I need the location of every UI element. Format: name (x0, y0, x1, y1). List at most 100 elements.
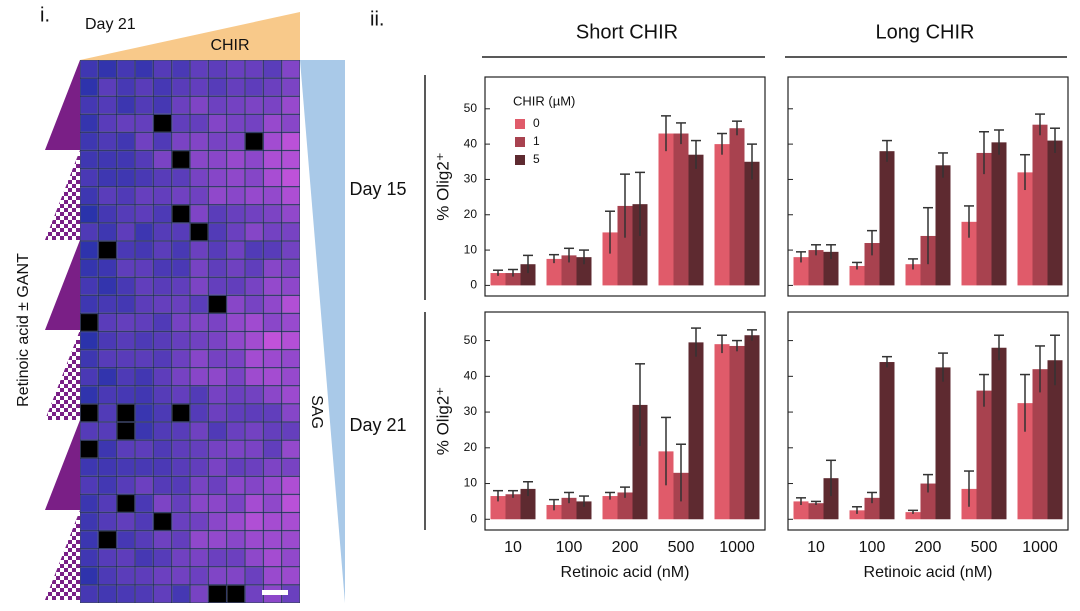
organoid-tile (226, 458, 245, 477)
organoid-tile (98, 440, 117, 458)
organoid-tile (263, 150, 282, 169)
organoid-tile (171, 96, 190, 114)
organoid-tile (190, 223, 209, 241)
x-tick-label: 200 (915, 539, 942, 556)
organoid-tile (208, 205, 227, 223)
organoid-tile (153, 440, 172, 458)
organoid-tile (80, 295, 99, 314)
organoid-tile (98, 150, 117, 169)
organoid-tile (98, 567, 117, 585)
organoid-tile (116, 132, 135, 151)
organoid-tile (263, 512, 282, 531)
y-tick-label: 0 (470, 511, 477, 525)
organoid-tile (281, 422, 300, 440)
chir-label: CHIR (210, 37, 249, 54)
ra-gradient (45, 240, 80, 330)
organoid-tile (98, 476, 117, 495)
error-bar (811, 500, 821, 505)
organoid-tile (116, 186, 135, 205)
organoid-tile (153, 114, 172, 133)
bar (849, 510, 865, 520)
organoid-tile (190, 440, 209, 458)
organoid-tile (80, 440, 99, 458)
error-bar (979, 131, 989, 175)
bar (864, 497, 880, 520)
organoid-tile (98, 549, 117, 567)
bar (920, 483, 936, 520)
error-bar (1050, 127, 1060, 153)
bar (561, 497, 577, 520)
organoid-tile (98, 404, 117, 422)
organoid-tile (116, 96, 135, 114)
organoid-tile (263, 476, 282, 495)
organoid-tile (80, 186, 99, 205)
organoid-tile (135, 295, 154, 314)
organoid-tile (190, 458, 209, 477)
organoid-tile (226, 476, 245, 495)
organoid-tile (208, 530, 227, 549)
organoid-tile (116, 60, 135, 78)
organoid-tile (116, 422, 135, 440)
bar (976, 152, 992, 286)
row-header: Day 15 (349, 179, 406, 199)
organoid-tile (153, 494, 172, 513)
organoid-tile (263, 96, 282, 114)
x-tick-label: 500 (668, 539, 695, 556)
error-bar (852, 506, 862, 514)
bar (935, 367, 951, 520)
bar (632, 404, 648, 520)
bar (744, 335, 760, 520)
organoid-tile (245, 549, 264, 567)
x-tick-label: 1000 (719, 539, 755, 556)
error-bar (620, 486, 630, 498)
organoid-tile (80, 313, 99, 332)
organoid-tile (226, 440, 245, 458)
organoid-tile (80, 585, 99, 603)
organoid-tile (226, 368, 245, 386)
organoid-tile (80, 60, 99, 78)
organoid-tile (116, 259, 135, 277)
organoid-tile (281, 205, 300, 223)
error-bar (493, 489, 503, 502)
organoid-tile (263, 205, 282, 223)
organoid-tile (281, 368, 300, 386)
organoid-tile (208, 277, 227, 296)
organoid-tile (98, 494, 117, 513)
organoid-tile (98, 530, 117, 549)
organoid-tile (281, 440, 300, 458)
organoid-tile (208, 494, 227, 513)
organoid-tile (135, 458, 154, 477)
organoid-tile (245, 223, 264, 241)
organoid-tile (171, 186, 190, 205)
organoid-tile (208, 60, 227, 78)
organoid-tile (98, 368, 117, 386)
organoid-tile (116, 440, 135, 458)
organoid-tile (116, 386, 135, 404)
x-tick-label: 200 (612, 539, 639, 556)
organoid-tile (281, 114, 300, 133)
organoid-tile (263, 186, 282, 205)
organoid-tile (116, 567, 135, 585)
organoid-tile (245, 186, 264, 205)
bar (808, 503, 824, 520)
organoid-tile (98, 205, 117, 223)
organoid-tile (226, 313, 245, 332)
organoid-tile (116, 458, 135, 477)
organoid-tile (171, 241, 190, 259)
organoid-tile (263, 440, 282, 458)
organoid-tile (116, 349, 135, 368)
organoid-tile (171, 168, 190, 187)
organoid-tile (245, 132, 264, 151)
organoid-tile (153, 295, 172, 314)
organoid-tile (226, 168, 245, 187)
error-bar (882, 355, 892, 368)
error-bar (549, 498, 559, 511)
organoid-tile (80, 150, 99, 169)
organoid-tile (153, 259, 172, 277)
organoid-tile (190, 368, 209, 386)
organoid-tile (263, 277, 282, 296)
x-tick-label: 1000 (1022, 539, 1058, 556)
organoid-tile (153, 386, 172, 404)
organoid-tile (263, 567, 282, 585)
x-tick-label: 10 (807, 539, 825, 556)
